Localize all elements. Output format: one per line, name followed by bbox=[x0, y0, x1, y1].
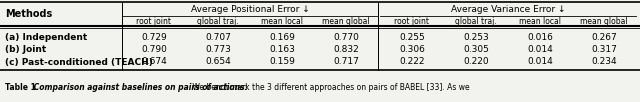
Text: 0.306: 0.306 bbox=[399, 45, 425, 54]
Text: Average Positional Error ↓: Average Positional Error ↓ bbox=[191, 6, 309, 14]
Text: 0.014: 0.014 bbox=[527, 58, 553, 67]
Text: global traj.: global traj. bbox=[455, 17, 497, 26]
Text: 0.159: 0.159 bbox=[269, 58, 295, 67]
Text: 0.707: 0.707 bbox=[205, 33, 231, 43]
Text: Average Variance Error ↓: Average Variance Error ↓ bbox=[451, 6, 565, 14]
Text: We benchmark the 3 different approaches on pairs of BABEL [33]. As we: We benchmark the 3 different approaches … bbox=[190, 84, 470, 93]
Text: global traj.: global traj. bbox=[197, 17, 239, 26]
Text: 0.773: 0.773 bbox=[205, 45, 231, 54]
Text: 0.267: 0.267 bbox=[591, 33, 617, 43]
Text: mean global: mean global bbox=[580, 17, 628, 26]
Text: mean global: mean global bbox=[322, 17, 370, 26]
Text: 0.317: 0.317 bbox=[591, 45, 617, 54]
Text: Table 1.: Table 1. bbox=[5, 84, 39, 93]
Text: Comparison against baselines on pairs of actions:: Comparison against baselines on pairs of… bbox=[31, 84, 248, 93]
Text: 0.305: 0.305 bbox=[463, 45, 489, 54]
Text: 0.717: 0.717 bbox=[333, 58, 359, 67]
Text: (a) Independent: (a) Independent bbox=[5, 33, 87, 43]
Text: mean local: mean local bbox=[261, 17, 303, 26]
Text: 0.014: 0.014 bbox=[527, 45, 553, 54]
Text: (c) Past-conditioned (TEACH): (c) Past-conditioned (TEACH) bbox=[5, 58, 153, 67]
Text: 0.790: 0.790 bbox=[141, 45, 167, 54]
Text: 0.674: 0.674 bbox=[141, 58, 167, 67]
Text: 0.016: 0.016 bbox=[527, 33, 553, 43]
Text: 0.729: 0.729 bbox=[141, 33, 167, 43]
Text: root joint: root joint bbox=[394, 17, 429, 26]
Text: 0.253: 0.253 bbox=[463, 33, 489, 43]
Text: 0.654: 0.654 bbox=[205, 58, 231, 67]
Text: root joint: root joint bbox=[136, 17, 172, 26]
Text: 0.169: 0.169 bbox=[269, 33, 295, 43]
Text: (b) Joint: (b) Joint bbox=[5, 45, 46, 54]
Text: 0.770: 0.770 bbox=[333, 33, 359, 43]
Text: mean local: mean local bbox=[519, 17, 561, 26]
Text: Methods: Methods bbox=[5, 9, 52, 19]
Text: 0.255: 0.255 bbox=[399, 33, 425, 43]
Text: 0.832: 0.832 bbox=[333, 45, 359, 54]
Text: 0.220: 0.220 bbox=[463, 58, 489, 67]
Text: 0.163: 0.163 bbox=[269, 45, 295, 54]
Text: 0.222: 0.222 bbox=[399, 58, 425, 67]
Text: 0.234: 0.234 bbox=[591, 58, 617, 67]
